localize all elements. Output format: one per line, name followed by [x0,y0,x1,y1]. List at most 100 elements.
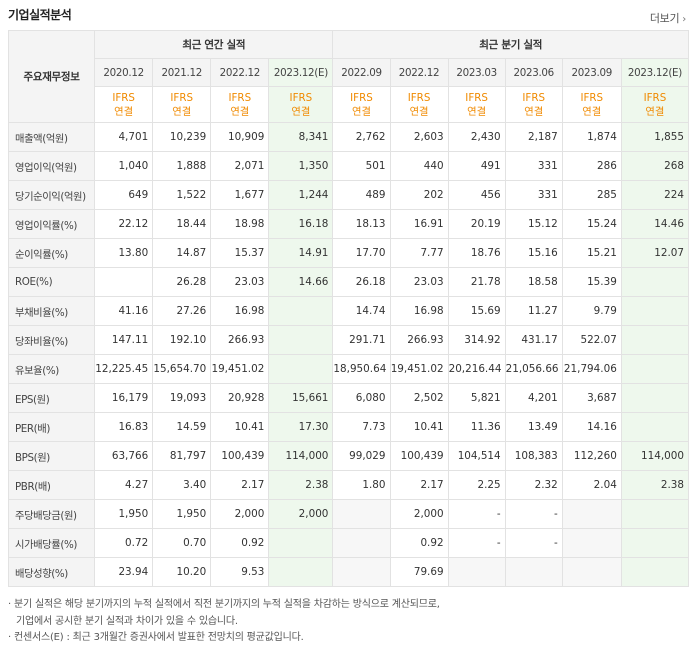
row-label: 유보율(%) [7,354,96,384]
table-cell: 23.94 [94,557,154,587]
basis-label: 연결 [230,105,250,118]
ifrs-label: IFRS [228,91,252,104]
table-cell: 14.59 [152,412,212,442]
table-cell: 2.38 [620,470,690,500]
period-header-row: 2020.12 2021.12 2022.12 2023.12(E) 2022.09 20… [9,58,690,87]
table-cell: 19,093 [152,383,212,413]
table-cell [620,383,690,413]
table-cell: 18.98 [210,209,270,239]
table-cell [268,296,334,326]
row-label: ROE(%) [7,267,96,297]
table-cell: 100,439 [389,441,449,471]
table-row: PBR(배) 4.27 3.40 2.17 2.38 1.80 2.17 2.25 2.32 2.… [7,470,690,500]
table-cell: 99,029 [332,441,391,471]
more-link[interactable]: 더보기 › [650,10,686,26]
table-cell: 1,888 [152,151,212,181]
table-cell: 20,928 [210,383,270,413]
ifrs-header-row: IFRS 연결 IFRS 연결 IFRS 연결 IFRS 연결 IFRS 연결 IFRS 연결 IFRS… [9,86,690,123]
table-cell: 13.49 [504,412,563,442]
table-cell: 14.46 [620,209,690,239]
ifrs-label: IFRS [465,91,488,104]
table-cell [332,528,391,558]
quarter-group-header: 최근 분기 실적 [332,30,689,59]
table-row: PER(배) 16.83 14.59 10.41 17.30 7.73 10.41 11.36… [7,412,690,442]
table-cell: 21,056.66 [504,354,563,384]
period-header: 2023.12(E) [268,58,334,87]
table-cell: 15.39 [561,267,622,297]
table-row: EPS(원) 16,179 19,093 20,928 15,661 6,080 2,502… [7,383,690,413]
table-cell: 23.03 [389,267,449,297]
table-row: 배당성향(%) 23.94 10.20 9.53 79.69 [7,557,690,587]
table-row: 부채비율(%) 41.16 27.26 16.98 14.74 16.98 15.69 11.… [7,296,690,326]
table-cell: 18.58 [504,267,563,297]
basis-label: 연결 [582,105,602,118]
table-cell: 112,260 [561,441,622,471]
table-cell [620,325,690,355]
table-cell: 456 [447,180,506,210]
table-cell: 17.70 [332,238,391,268]
table-cell: 4,701 [94,122,154,152]
ifrs-label: IFRS [170,91,194,104]
table-cell: 2.32 [504,470,563,500]
row-label: PER(배) [7,412,96,442]
table-cell [620,267,690,297]
chevron-right-icon: › [682,14,686,25]
table-row: ROE(%) 26.28 23.03 14.66 26.18 23.03 21.78 18.5… [7,267,690,297]
table-cell: 15.12 [504,209,563,239]
footnote-1-cont: 기업에서 공시한 분기 실적과 차이가 있을 수 있습니다. [16,615,238,627]
table-cell [620,412,690,442]
table-row: 영업이익(억원) 1,040 1,888 2,071 1,350 501 440 491 331… [7,151,690,181]
table-cell: 18.44 [152,209,212,239]
table-row: 유보율(%) 12,225.45 15,654.70 19,451.02 18,950.… [7,354,690,384]
table-cell: 27.26 [152,296,212,326]
row-label: EPS(원) [7,383,96,413]
ifrs-basis-header: IFRS 연결 [620,86,690,123]
table-cell: 16.98 [389,296,449,326]
table-cell: 15.24 [561,209,622,239]
table-cell: 268 [620,151,690,181]
table-cell: 41.16 [94,296,154,326]
table-cell: 20,216.44 [447,354,506,384]
table-cell: 2.25 [447,470,506,500]
table-cell: 489 [332,180,391,210]
table-cell: 2.17 [210,470,270,500]
table-cell: 2,000 [389,499,449,529]
table-cell [332,499,391,529]
basis-label: 연결 [467,105,487,118]
ifrs-basis-header: IFRS 연결 [389,86,449,123]
table-cell: 16.98 [210,296,270,326]
table-cell: 10,909 [210,122,270,152]
table-cell: 14.66 [268,267,334,297]
table-cell: 0.92 [389,528,449,558]
table-cell: 3.40 [152,470,212,500]
table-cell: 10,239 [152,122,212,152]
table-cell: 501 [332,151,391,181]
table-cell: 431.17 [504,325,563,355]
table-cell: 19,451.02 [210,354,270,384]
table-cell: 15.37 [210,238,270,268]
annual-group-header: 최근 연간 실적 [94,30,334,59]
row-label: 부채비율(%) [7,296,96,326]
table-cell: 2,000 [268,499,334,529]
ifrs-label: IFRS [643,91,667,104]
table-cell: 147.11 [94,325,154,355]
table-cell: 286 [561,151,622,181]
table-cell: 2,000 [210,499,270,529]
table-cell: 314.92 [447,325,506,355]
table-cell: 100,439 [210,441,270,471]
table-cell: 291.71 [332,325,391,355]
table-cell: 81,797 [152,441,212,471]
ifrs-basis-header: IFRS 연결 [210,86,270,123]
table-cell: 440 [389,151,449,181]
table-cell: 16.83 [94,412,154,442]
table-cell: 22.12 [94,209,154,239]
table-cell: 23.03 [210,267,270,297]
table-cell: 9.53 [210,557,270,587]
ifrs-basis-header: IFRS 연결 [268,86,334,123]
table-cell: 1,522 [152,180,212,210]
row-label: 배당성향(%) [7,557,96,587]
table-cell: 1,040 [94,151,154,181]
table-cell: 17.30 [268,412,334,442]
table-cell: 266.93 [389,325,449,355]
more-label: 더보기 [649,12,680,25]
